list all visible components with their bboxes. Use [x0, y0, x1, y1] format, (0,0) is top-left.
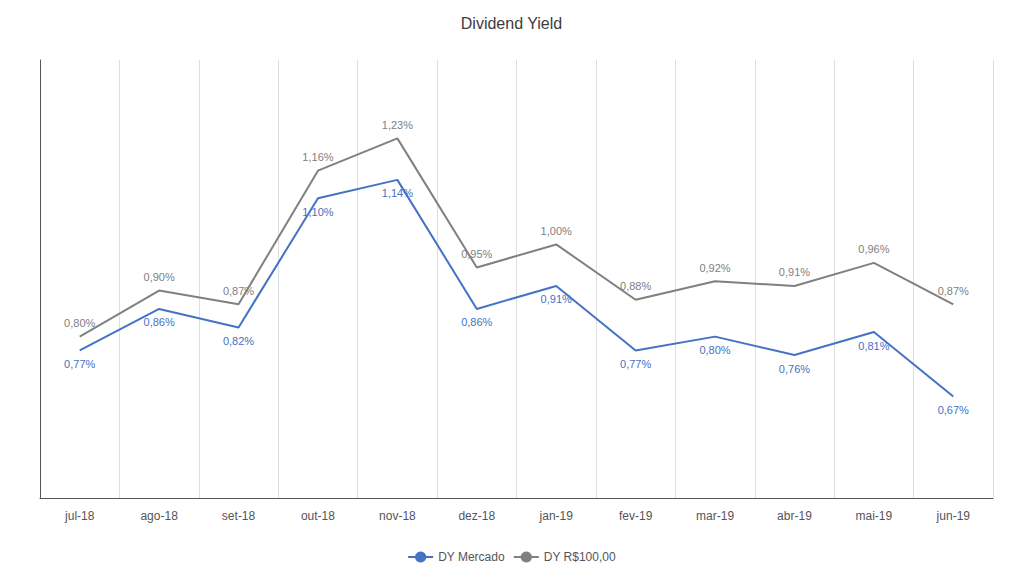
svg-text:0,86%: 0,86% [144, 316, 175, 328]
svg-text:0,82%: 0,82% [223, 335, 254, 347]
svg-text:0,90%: 0,90% [144, 271, 175, 283]
svg-text:jan-19: jan-19 [539, 509, 574, 523]
svg-text:0,76%: 0,76% [779, 363, 810, 375]
svg-text:DY R$100,00: DY R$100,00 [544, 550, 616, 564]
svg-text:out-18: out-18 [301, 509, 335, 523]
svg-text:1,10%: 1,10% [302, 206, 333, 218]
svg-text:0,80%: 0,80% [699, 344, 730, 356]
svg-text:mai-19: mai-19 [856, 509, 893, 523]
svg-text:0,86%: 0,86% [461, 316, 492, 328]
svg-text:0,92%: 0,92% [699, 262, 730, 274]
svg-text:0,87%: 0,87% [223, 285, 254, 297]
svg-text:1,00%: 1,00% [541, 225, 572, 237]
svg-text:0,91%: 0,91% [779, 266, 810, 278]
svg-text:1,23%: 1,23% [382, 119, 413, 131]
svg-text:jun-19: jun-19 [936, 509, 971, 523]
svg-text:0,91%: 0,91% [541, 293, 572, 305]
svg-text:set-18: set-18 [222, 509, 256, 523]
svg-text:0,87%: 0,87% [938, 285, 969, 297]
svg-text:1,16%: 1,16% [302, 151, 333, 163]
svg-text:Dividend Yield: Dividend Yield [461, 15, 562, 32]
svg-text:0,80%: 0,80% [64, 317, 95, 329]
svg-text:0,88%: 0,88% [620, 280, 651, 292]
svg-text:jul-18: jul-18 [64, 509, 95, 523]
svg-text:fev-19: fev-19 [619, 509, 653, 523]
svg-text:mar-19: mar-19 [696, 509, 734, 523]
svg-text:DY Mercado: DY Mercado [438, 550, 505, 564]
svg-text:dez-18: dez-18 [458, 509, 495, 523]
svg-text:0,67%: 0,67% [938, 404, 969, 416]
svg-text:abr-19: abr-19 [777, 509, 812, 523]
svg-text:0,95%: 0,95% [461, 248, 492, 260]
svg-text:1,14%: 1,14% [382, 187, 413, 199]
svg-text:0,77%: 0,77% [620, 358, 651, 370]
svg-text:ago-18: ago-18 [140, 509, 178, 523]
svg-text:0,81%: 0,81% [858, 340, 889, 352]
svg-text:0,77%: 0,77% [64, 358, 95, 370]
svg-text:nov-18: nov-18 [379, 509, 416, 523]
svg-text:0,96%: 0,96% [858, 243, 889, 255]
